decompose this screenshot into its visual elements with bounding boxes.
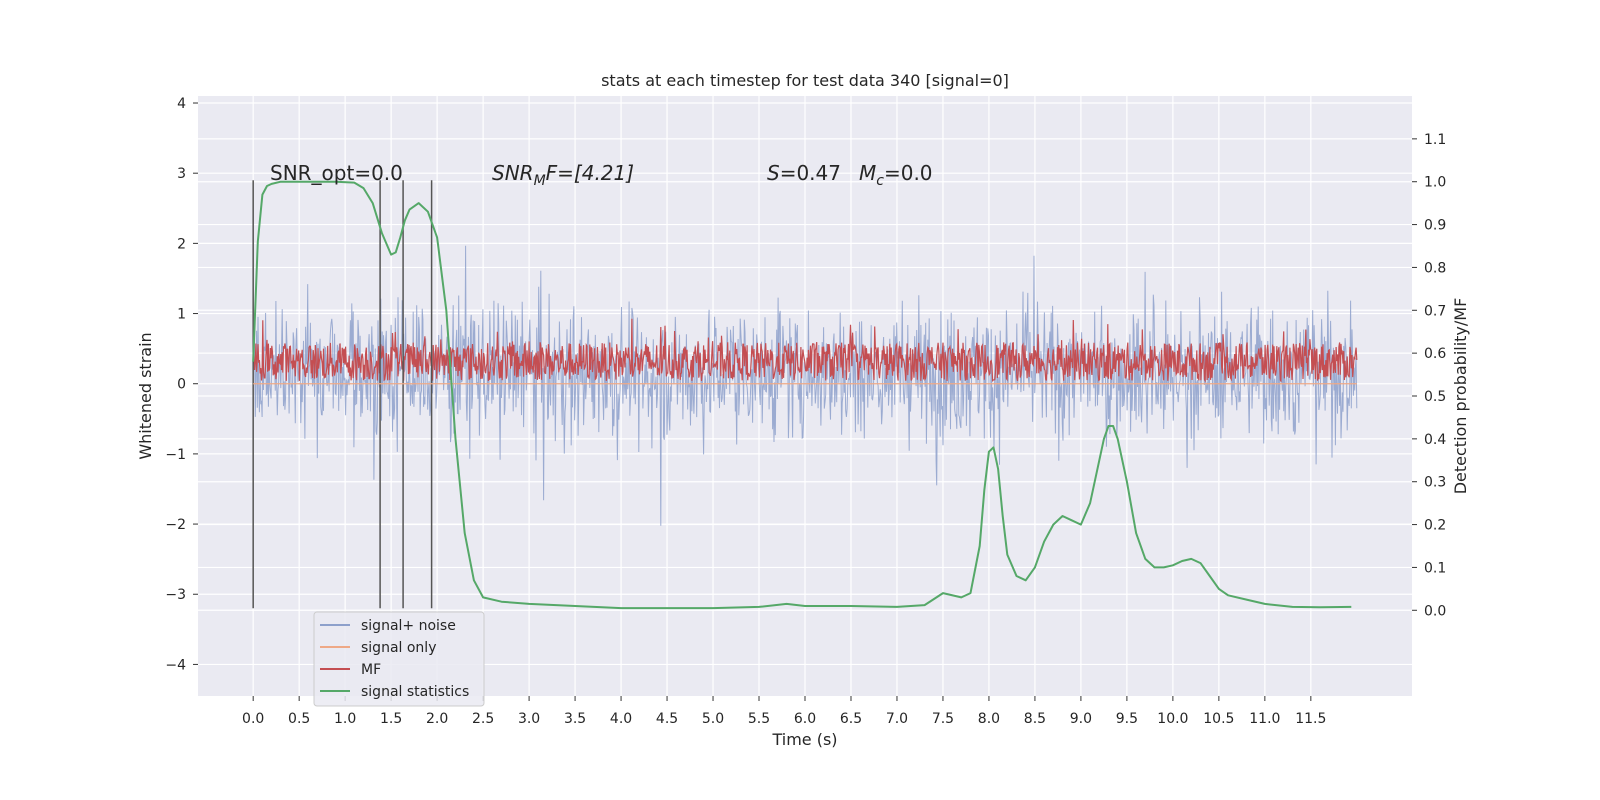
annotation-snr-opt: SNR_opt=0.0 <box>270 161 403 185</box>
legend-label-mf: MF <box>361 662 381 678</box>
annotations: SNR_opt=0.0 SNRMF=[4.21] S=0.47 Mc=0.0 <box>270 161 933 189</box>
x-tick-label: 4.0 <box>610 711 632 727</box>
annotation-mc-label: M <box>859 161 876 185</box>
x-tick-label: 1.0 <box>334 711 356 727</box>
series-signal-statistics <box>252 180 1352 610</box>
annotation-snr-mf: SNRMF=[4.21] <box>492 161 634 189</box>
y-axis-left-label: Whitened strain <box>136 332 155 459</box>
annotation-mc-value: =0.0 <box>884 161 933 185</box>
y-right-tick-label: 0.9 <box>1424 218 1446 234</box>
y-right-tick-label: 0.6 <box>1424 346 1446 362</box>
x-tick-label: 10.0 <box>1157 711 1188 727</box>
annotation-snr-mf-value: F=[4.21] <box>546 161 634 185</box>
y-right-tick-label: 1.0 <box>1424 175 1446 191</box>
x-tick-label: 3.5 <box>564 711 586 727</box>
annotation-mc: Mc=0.0 <box>859 161 933 189</box>
y-axis-right-label: Detection probability/MF <box>1451 298 1470 495</box>
y-axis-left-ticks: 4 3 2 1 0 −1 −2 −3 −4 <box>165 96 198 673</box>
annotation-snr-mf-sub: M <box>534 173 546 189</box>
x-tick-label: 1.5 <box>380 711 402 727</box>
y-tick-label: 4 <box>177 96 186 112</box>
y-right-tick-label: 0.8 <box>1424 260 1446 276</box>
y-axis-right-ticks: 0.0 0.1 0.2 0.3 0.4 0.5 0.6 0.7 0.8 0.9 1.0 1.1 <box>1412 132 1446 619</box>
y-right-tick-label: 0.1 <box>1424 560 1446 576</box>
x-tick-label: 3.0 <box>518 711 540 727</box>
y-right-tick-label: 1.1 <box>1424 132 1446 148</box>
y-tick-label: −4 <box>165 657 186 673</box>
x-tick-label: 7.0 <box>886 711 908 727</box>
x-tick-label: 2.0 <box>426 711 448 727</box>
y-tick-label: −1 <box>165 447 186 463</box>
y-right-tick-label: 0.5 <box>1424 389 1446 405</box>
annotation-mc-sub: c <box>876 173 884 189</box>
x-tick-label: 5.0 <box>702 711 724 727</box>
x-tick-label: 9.0 <box>1070 711 1092 727</box>
x-tick-label: 0.0 <box>242 711 264 727</box>
legend-label-signal-statistics: signal statistics <box>361 684 469 700</box>
annotation-s: S=0.47 <box>767 161 841 185</box>
legend: signal+ noise signal only MF signal stat… <box>313 611 485 707</box>
x-tick-label: 7.5 <box>932 711 954 727</box>
y-right-tick-label: 0.4 <box>1424 432 1446 448</box>
series-mf <box>252 318 1358 383</box>
x-tick-label: 2.5 <box>472 711 494 727</box>
y-right-tick-label: 0.3 <box>1424 475 1446 491</box>
legend-label-signal-only: signal only <box>361 640 436 656</box>
series-line-signal-statistics <box>252 180 1352 610</box>
vertical-marker-lines <box>252 180 433 609</box>
series-line-mf <box>252 318 1358 383</box>
y-tick-label: −3 <box>165 587 186 603</box>
y-right-tick-label: 0.7 <box>1424 303 1446 319</box>
y-tick-label: 1 <box>177 307 186 323</box>
x-axis-ticks: 0.0 0.5 1.0 1.5 2.0 2.5 3.0 3.5 4.0 4.5 5.0 5.5 6.0 6… <box>242 696 1326 727</box>
x-tick-label: 0.5 <box>288 711 310 727</box>
x-tick-label: 5.5 <box>748 711 770 727</box>
x-tick-label: 4.5 <box>656 711 678 727</box>
chart-title: stats at each timestep for test data 340… <box>601 71 1009 90</box>
annotation-snr-mf-label: SNR <box>492 161 534 185</box>
x-tick-label: 11.5 <box>1295 711 1326 727</box>
x-tick-label: 9.5 <box>1116 711 1138 727</box>
x-tick-label: 8.5 <box>1024 711 1046 727</box>
x-tick-label: 8.0 <box>978 711 1000 727</box>
legend-label-signal-noise: signal+ noise <box>361 618 456 634</box>
y-right-tick-label: 0.2 <box>1424 518 1446 534</box>
y-tick-label: −2 <box>165 517 186 533</box>
x-axis-label: Time (s) <box>771 730 837 749</box>
x-tick-label: 11.0 <box>1249 711 1280 727</box>
y-right-tick-label: 0.0 <box>1424 603 1446 619</box>
legend-box <box>313 611 485 707</box>
y-tick-label: 2 <box>177 236 186 252</box>
vertical-gridlines <box>252 96 1312 696</box>
annotation-s-label: S <box>767 161 780 185</box>
x-tick-label: 6.5 <box>840 711 862 727</box>
y-tick-label: 0 <box>177 377 186 393</box>
y-tick-label: 3 <box>177 166 186 182</box>
x-tick-label: 10.5 <box>1203 711 1234 727</box>
x-tick-label: 6.0 <box>794 711 816 727</box>
annotation-s-value: =0.47 <box>780 161 841 185</box>
